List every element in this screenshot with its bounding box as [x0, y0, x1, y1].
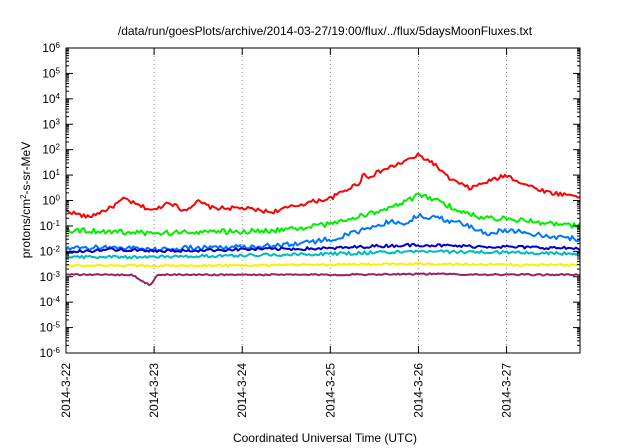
y-tick-label: 105: [42, 66, 60, 81]
series-line: [65, 152, 581, 219]
series-line: [65, 192, 581, 237]
y-axis-label-base: protons/cm: [19, 199, 33, 258]
chart-title: /data/run/goesPlots/archive/2014-03-27/1…: [118, 24, 533, 38]
x-axis-label: Coordinated Universal Time (UTC): [233, 431, 417, 445]
x-axis-ticks: 2014-3-22 2014-3-23 2014-3-24 2014-3-25 2014…: [59, 48, 514, 418]
series-line: [66, 272, 581, 286]
y-tick-label: 104: [42, 91, 60, 106]
x-tick-label: 2014-3-23: [147, 363, 161, 418]
y-tick-label: 10-4: [40, 295, 61, 310]
y-axis-label-rest: -s-sr-MeV: [19, 142, 33, 195]
x-tick-label: 2014-3-24: [235, 363, 249, 418]
y-tick-label: 106: [42, 41, 60, 56]
series-line: [65, 242, 581, 255]
series-lines: [65, 152, 581, 286]
y-tick-label: 10-2: [40, 244, 61, 258]
x-tick-label: 2014-3-25: [323, 363, 337, 418]
grid-lines: [153, 48, 508, 353]
x-tick-label: 2014-3-22: [59, 363, 73, 418]
y-axis-label-sup: 2: [19, 194, 28, 199]
y-tick-label: 10-1: [40, 218, 61, 233]
series-line: [65, 261, 580, 268]
y-tick-label: 10-3: [40, 269, 61, 284]
y-tick-label: 102: [42, 142, 60, 157]
y-axis-label: protons/cm2-s-sr-MeV: [19, 142, 34, 258]
y-tick-label: 101: [42, 168, 60, 183]
x-tick-label: 2014-3-27: [500, 363, 514, 418]
y-tick-label: 10-5: [40, 320, 61, 335]
y-axis-ticks: 10-6 10-5 10-4 10-3 10-2 10-1 100 101 102 103 104 1…: [40, 41, 580, 361]
y-tick-label: 103: [42, 117, 60, 132]
y-tick-label: 10-6: [40, 346, 61, 361]
series-line: [65, 249, 581, 260]
x-tick-label: 2014-3-26: [411, 363, 425, 418]
y-tick-label: 100: [42, 193, 60, 208]
